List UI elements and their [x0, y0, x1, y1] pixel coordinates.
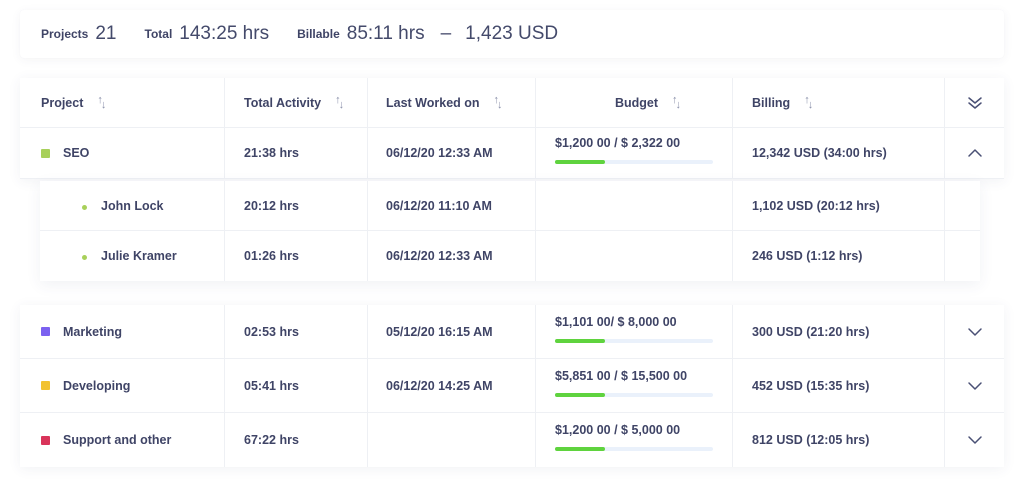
table-row[interactable]: Marketing 02:53 hrs 05/12/20 16:15 AM $1…	[20, 305, 1004, 359]
seo-members-table: John Lock 20:12 hrs 06/12/20 11:10 AM 1,…	[40, 181, 980, 281]
last-worked: 06/12/20 14:25 AM	[368, 359, 536, 412]
project-name-cell: Marketing	[20, 305, 225, 358]
budget-cell-empty	[536, 231, 733, 281]
separator: –	[440, 23, 452, 44]
total-activity: 05:41 hrs	[225, 359, 368, 412]
budget-text: $1,101 00/ $ 8,000 00	[555, 314, 677, 329]
member-name-cell: Julie Kramer	[40, 231, 225, 281]
sort-icon[interactable]: ↑↓	[804, 93, 813, 111]
billing: 246 USD (1:12 hrs)	[733, 231, 945, 281]
project-name: Developing	[63, 378, 131, 393]
header-project[interactable]: Project ↑↓	[20, 78, 225, 127]
project-name-cell: Support and other	[20, 413, 225, 467]
project-name: Support and other	[63, 433, 172, 447]
table-row[interactable]: Support and other 67:22 hrs $1,200 00 / …	[20, 413, 1004, 467]
table-row[interactable]: SEO 21:38 hrs 06/12/20 12:33 AM $1,200 0…	[20, 128, 1004, 179]
table-row[interactable]: Developing 05:41 hrs 06/12/20 14:25 AM $…	[20, 359, 1004, 413]
project-name-cell: Developing	[20, 359, 225, 412]
collapse-row-button[interactable]	[945, 128, 1004, 178]
table-header: Project ↑↓ Total Activity ↑↓ Last Worked…	[20, 78, 1004, 128]
member-dot	[82, 205, 87, 210]
projects-table: Project ↑↓ Total Activity ↑↓ Last Worked…	[20, 78, 1004, 179]
budget-progress-bar	[555, 447, 713, 451]
header-last-worked-label: Last Worked on	[386, 95, 480, 110]
expand-row-button[interactable]	[945, 359, 1004, 412]
billable-label: Billable	[297, 27, 340, 41]
action-cell-empty	[945, 181, 980, 230]
header-last-worked[interactable]: Last Worked on ↑↓	[368, 78, 536, 127]
member-dot	[82, 255, 87, 260]
billing: 452 USD (15:35 hrs)	[733, 359, 945, 412]
last-worked: 06/12/20 11:10 AM	[368, 181, 536, 230]
budget-text: $1,200 00 / $ 5,000 00	[555, 423, 681, 437]
budget-text: $5,851 00 / $ 15,500 00	[555, 368, 688, 383]
project-name: SEO	[63, 146, 90, 160]
budget-text: $1,200 00 / $ 2,322 00	[555, 136, 681, 150]
project-color-swatch	[41, 148, 50, 158]
billable-amount: 1,423 USD	[465, 23, 559, 44]
budget-progress-bar	[555, 160, 713, 164]
sort-icon[interactable]: ↑↓	[672, 93, 681, 111]
budget-cell: $1,200 00 / $ 5,000 00	[536, 413, 733, 467]
last-worked: 06/12/20 12:33 AM	[368, 231, 536, 281]
header-project-label: Project	[41, 95, 84, 110]
total-activity: 01:26 hrs	[225, 231, 368, 281]
header-billing-label: Billing	[752, 95, 791, 110]
billable-hours: 85:11 hrs	[346, 23, 425, 44]
budget-cell: $5,851 00 / $ 15,500 00	[536, 359, 733, 412]
budget-progress-bar	[555, 338, 713, 343]
chevron-down-icon	[967, 381, 982, 390]
expand-row-button[interactable]	[945, 413, 1004, 467]
budget-progress-bar	[555, 392, 713, 397]
budget-cell: $1,101 00/ $ 8,000 00	[536, 305, 733, 358]
budget-cell-empty	[536, 181, 733, 230]
chevron-down-icon	[967, 436, 982, 444]
header-budget[interactable]: Budget ↑↓	[536, 78, 733, 127]
header-budget-label: Budget	[614, 95, 659, 110]
last-worked: 05/12/20 16:15 AM	[368, 305, 536, 358]
budget-cell: $1,200 00 / $ 2,322 00	[536, 128, 733, 178]
chevron-down-icon	[967, 327, 982, 336]
expand-row-button[interactable]	[945, 305, 1004, 358]
total-hours: 143:25 hrs	[179, 23, 270, 44]
project-color-swatch	[41, 327, 50, 336]
member-name: Julie Kramer	[101, 249, 177, 263]
projects-table-continued: Marketing 02:53 hrs 05/12/20 16:15 AM $1…	[20, 305, 1004, 467]
header-billing[interactable]: Billing ↑↓	[733, 78, 945, 127]
project-color-swatch	[41, 435, 50, 445]
action-cell-empty	[945, 231, 980, 281]
expand-all-button[interactable]	[945, 78, 1004, 127]
project-color-swatch	[41, 381, 50, 390]
project-name: Marketing	[63, 324, 123, 339]
sort-icon[interactable]: ↑↓	[97, 93, 106, 111]
total-activity: 67:22 hrs	[225, 413, 368, 467]
last-worked	[368, 413, 536, 467]
last-worked: 06/12/20 12:33 AM	[368, 128, 536, 178]
member-name: John Lock	[101, 199, 164, 213]
total-label: Total	[144, 27, 173, 41]
chevron-up-icon	[967, 149, 982, 157]
billing: 812 USD (12:05 hrs)	[733, 413, 945, 467]
member-name-cell: John Lock	[40, 181, 225, 230]
billing: 12,342 USD (34:00 hrs)	[733, 128, 945, 178]
header-total-activity-label: Total Activity	[244, 95, 322, 110]
total-activity: 20:12 hrs	[225, 181, 368, 230]
total-activity: 02:53 hrs	[225, 305, 368, 358]
project-name-cell: SEO	[20, 128, 225, 178]
double-chevron-down-icon	[967, 96, 982, 109]
member-row[interactable]: Julie Kramer 01:26 hrs 06/12/20 12:33 AM…	[40, 231, 980, 281]
header-total-activity[interactable]: Total Activity ↑↓	[225, 78, 368, 127]
billing: 300 USD (21:20 hrs)	[733, 305, 945, 358]
projects-count: 21	[95, 23, 117, 44]
billing: 1,102 USD (20:12 hrs)	[733, 181, 945, 230]
total-activity: 21:38 hrs	[225, 128, 368, 178]
summary-bar: Projects 21 Total 143:25 hrs Billable 85…	[20, 10, 1004, 58]
sort-icon[interactable]: ↑↓	[335, 93, 344, 111]
sort-icon[interactable]: ↑↓	[493, 93, 503, 111]
projects-label: Projects	[41, 27, 89, 41]
member-row[interactable]: John Lock 20:12 hrs 06/12/20 11:10 AM 1,…	[40, 181, 980, 231]
